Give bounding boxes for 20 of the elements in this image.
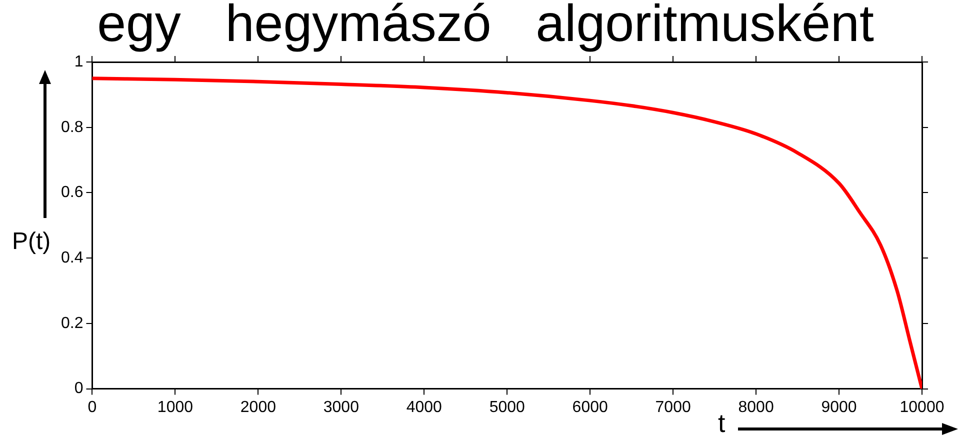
x-tick-label: 6000 [572,398,608,416]
x-tick-label: 2000 [240,398,276,416]
y-tick-label: 0.4 [60,249,84,266]
y-tick-label: 0.2 [60,314,84,332]
x-tick-label: 0 [88,398,97,416]
y-axis-title: P(t) [12,228,51,256]
x-axis-title: t [718,408,726,436]
y-tick-label: 0.8 [60,118,84,136]
chart-title: egy hegymászó algoritmusként [96,0,875,54]
y-tick-label: 1 [74,53,84,70]
y-tick-label: 0.6 [60,184,84,202]
x-tick-label: 4000 [406,398,442,416]
y-tick-label: 0 [74,380,84,398]
x-tick-label: 7000 [655,398,691,416]
x-tick-label: 10000 [900,398,944,416]
x-tick-label: 5000 [489,398,526,416]
x-tick-label: 1000 [157,398,194,416]
x-tick-label: 8000 [738,398,774,416]
x-tick-label: 3000 [323,398,360,416]
x-tick-label: 9000 [821,398,857,416]
